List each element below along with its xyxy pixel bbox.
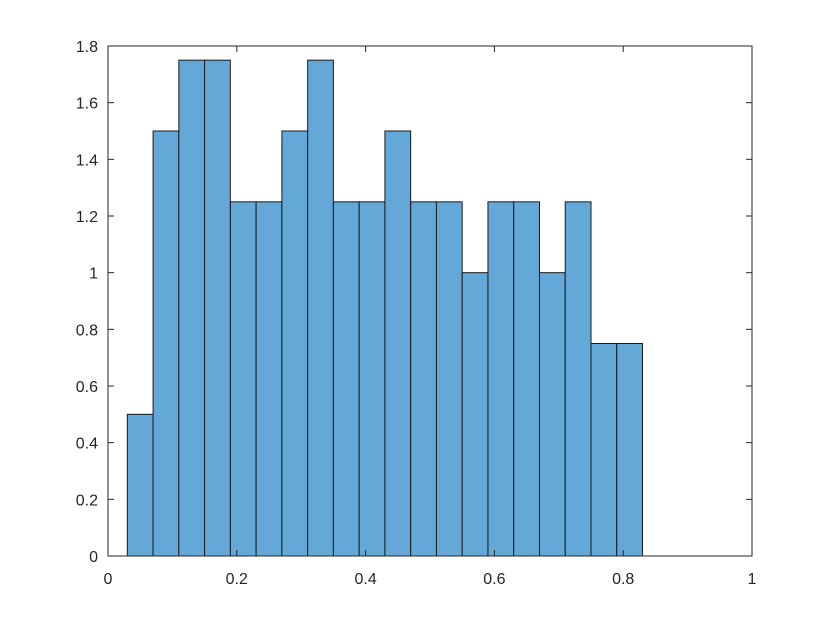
histogram-bar <box>538 272 566 557</box>
x-axis: 0 0.2 0.4 0.6 0.8 1 <box>104 46 757 588</box>
histogram-bar <box>435 201 463 557</box>
histogram-bar <box>616 343 644 557</box>
histogram-bar <box>410 201 437 557</box>
histogram-bar <box>461 272 489 557</box>
histogram-bar <box>281 130 309 557</box>
y-tick-label: 1.2 <box>76 209 98 226</box>
histogram-bar <box>564 201 592 557</box>
y-tick-label: 1.8 <box>76 39 98 56</box>
histogram-bar <box>513 201 540 557</box>
x-tick-label: 0.2 <box>226 571 248 588</box>
histogram-bar <box>178 59 206 557</box>
histogram-bar <box>487 201 515 557</box>
y-tick-label: 0.8 <box>76 322 98 339</box>
histogram-bar <box>152 130 180 557</box>
bars-group <box>126 59 644 557</box>
histogram-bar <box>229 201 257 557</box>
histogram-bar <box>332 201 360 557</box>
plot-area-frame <box>107 45 753 557</box>
y-axis: 0 0.2 0.4 0.6 0.8 1 1.2 1.4 1.6 1.8 <box>76 39 752 566</box>
x-tick-label: 0.4 <box>354 571 376 588</box>
x-tick-label: 0.6 <box>483 571 505 588</box>
y-tick-label: 1 <box>89 266 98 283</box>
x-tick-label: 1 <box>748 571 757 588</box>
histogram-bar <box>204 59 231 557</box>
x-tick-label: 0 <box>104 571 113 588</box>
y-tick-label: 0.6 <box>76 379 98 396</box>
histogram-bar <box>358 201 386 557</box>
x-tick-label: 0.8 <box>612 571 634 588</box>
y-tick-label: 0.2 <box>76 492 98 509</box>
y-tick-label: 0 <box>89 549 98 566</box>
histogram-bar <box>307 59 334 557</box>
y-tick-label: 1.6 <box>76 96 98 113</box>
y-tick-label: 1.4 <box>76 152 98 169</box>
histogram-bar <box>126 413 154 557</box>
histogram-bar <box>255 201 283 557</box>
histogram-bar <box>590 343 618 557</box>
histogram-bar <box>384 130 412 557</box>
y-tick-label: 0.4 <box>76 436 98 453</box>
